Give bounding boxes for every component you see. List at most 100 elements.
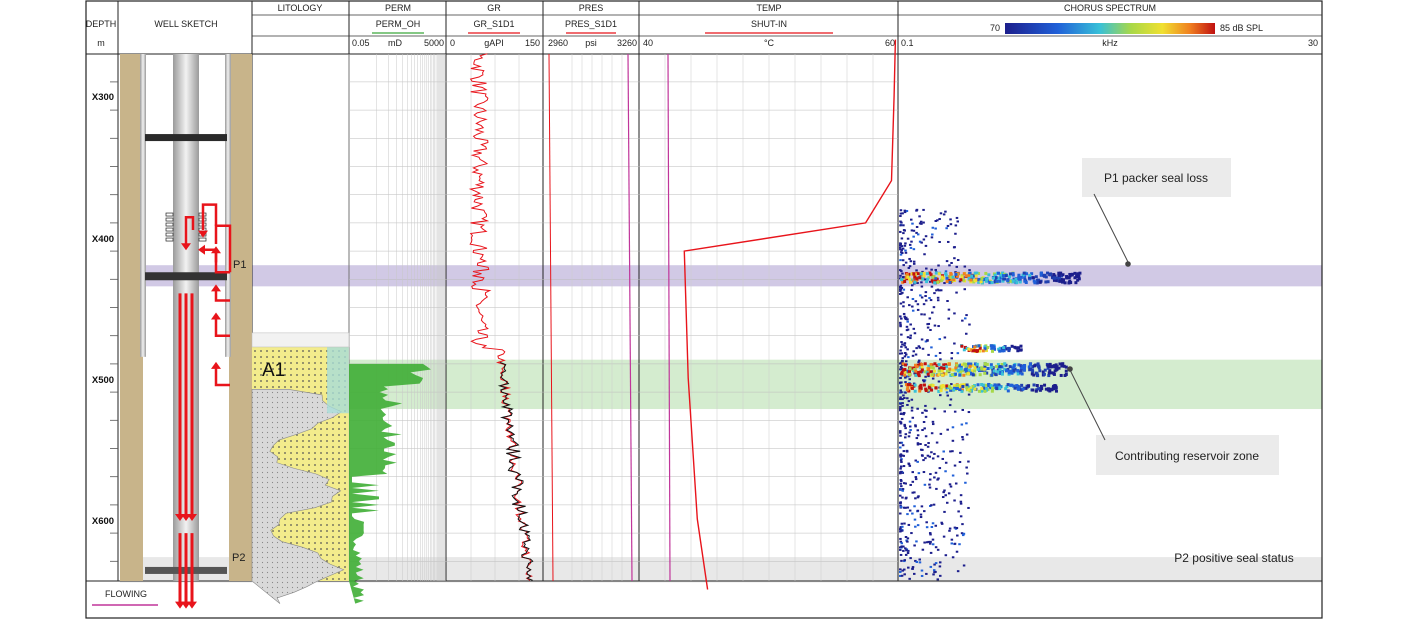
chorus-noise	[922, 471, 926, 474]
chorus-noise	[899, 286, 902, 289]
chorus-noise	[909, 323, 912, 326]
chorus-noise	[931, 420, 935, 423]
chorus-reservoir-event	[919, 370, 923, 374]
chorus-reservoir-event	[1052, 371, 1056, 375]
chorus-reservoir-event	[984, 348, 988, 352]
chorus-reservoir-event	[957, 364, 961, 368]
chorus-p1-event	[922, 274, 926, 278]
chorus-p1-event	[947, 278, 951, 282]
chorus-reservoir-event	[983, 364, 987, 368]
chorus-reservoir-event	[1041, 370, 1045, 374]
chorus-noise	[964, 481, 967, 484]
chorus-noise	[961, 438, 965, 441]
chorus-noise	[900, 417, 904, 420]
chorus-noise	[899, 409, 902, 412]
chorus-reservoir-event	[959, 370, 963, 374]
chorus-noise	[908, 382, 911, 385]
well-sketch	[120, 54, 252, 609]
chorus-noise	[907, 400, 911, 403]
chorus-noise	[961, 408, 965, 411]
chorus-p1-event	[1055, 279, 1059, 283]
chorus-p1-event	[1061, 279, 1065, 283]
chorus-noise	[911, 416, 915, 419]
chorus-noise	[914, 476, 918, 479]
chorus-noise	[956, 259, 960, 262]
chorus-noise	[924, 457, 927, 460]
chorus-noise	[902, 413, 905, 416]
chorus-noise	[899, 502, 902, 505]
chorus-noise	[899, 570, 902, 573]
chorus-reservoir-event	[1062, 364, 1066, 368]
chorus-noise	[946, 394, 950, 397]
chorus-p1-event	[926, 277, 930, 281]
chorus-p1-event	[1074, 281, 1078, 285]
chorus-reservoir-event	[965, 383, 969, 387]
chorus-reservoir-event	[905, 388, 909, 392]
temp-curve	[683, 39, 897, 590]
chorus-p1-event	[1053, 274, 1057, 278]
chorus-noise	[937, 477, 940, 480]
temp-unit: °C	[764, 38, 775, 48]
chorus-p1-event	[993, 273, 997, 277]
chorus-p1-event	[922, 271, 926, 275]
chorus-reservoir-event	[900, 372, 904, 376]
chorus-reservoir-event	[996, 363, 1000, 367]
chorus-noise	[959, 494, 963, 497]
chorus-noise	[925, 267, 928, 270]
chorus-p1-event	[984, 279, 988, 283]
chorus-p1-event	[1067, 276, 1071, 280]
chorus-reservoir-event	[989, 384, 993, 388]
chorus-noise	[924, 299, 928, 302]
chorus-noise	[949, 450, 952, 453]
chorus-noise	[906, 336, 910, 339]
chorus-noise	[919, 294, 922, 297]
chorus-noise	[923, 253, 926, 256]
chorus-noise	[958, 461, 962, 464]
chorus-reservoir-event	[1036, 387, 1040, 391]
chorus-noise	[926, 339, 929, 342]
chorus-noise	[902, 288, 906, 291]
perforation	[165, 237, 174, 242]
chorus-noise	[908, 257, 911, 260]
chorus-noise	[916, 496, 920, 499]
chorus-noise	[922, 221, 925, 224]
chorus-noise	[921, 270, 924, 273]
chorus-noise	[945, 501, 949, 504]
chorus-noise	[950, 538, 954, 541]
chorus-reservoir-event	[1002, 349, 1006, 353]
chorus-noise	[948, 483, 952, 486]
chorus-noise	[899, 488, 902, 491]
chorus-reservoir-event	[1057, 366, 1061, 370]
flow-arrowhead	[187, 601, 197, 609]
chorus-p1-event	[1002, 277, 1006, 281]
chorus-noise	[953, 312, 956, 315]
chorus-noise	[951, 450, 954, 453]
depth-label-x600: X600	[92, 516, 114, 527]
chorus-noise	[915, 561, 919, 564]
chorus-reservoir-event	[901, 362, 905, 366]
chorus-noise	[911, 491, 914, 494]
chorus-p1-event	[959, 278, 963, 282]
chorus-reservoir-event	[1010, 344, 1014, 348]
chorus-reservoir-event	[990, 389, 994, 393]
chorus-noise	[901, 488, 905, 491]
chorus-noise	[899, 412, 903, 415]
chorus-noise	[933, 292, 936, 295]
chorus-reservoir-event	[933, 362, 937, 366]
chorus-reservoir-event	[1013, 345, 1017, 349]
chorus-reservoir-event	[1039, 384, 1043, 388]
chorus-p1-event	[1009, 279, 1013, 283]
chorus-noise	[899, 465, 903, 468]
chorus-noise	[927, 442, 930, 445]
chorus-reservoir-event	[952, 372, 956, 376]
chorus-reservoir-event	[959, 363, 963, 367]
chorus-noise	[899, 220, 902, 223]
chorus-reservoir-event	[1055, 367, 1059, 371]
chorus-noise	[899, 292, 902, 295]
chorus-reservoir-event	[922, 383, 926, 387]
chorus-reservoir-event	[1059, 373, 1063, 377]
chorus-noise	[905, 325, 909, 328]
chorus-reservoir-event	[1060, 364, 1064, 368]
chorus-noise	[923, 313, 926, 316]
chorus-noise	[931, 538, 935, 541]
